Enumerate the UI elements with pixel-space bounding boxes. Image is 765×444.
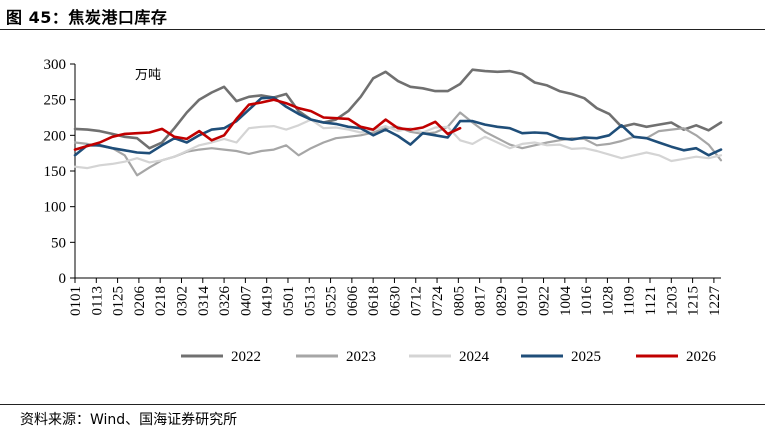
legend-label-2025: 2025	[571, 349, 601, 365]
x-tick-label: 1004	[558, 286, 574, 317]
x-tick-label: 0724	[430, 286, 446, 317]
x-tick-label: 0712	[409, 286, 425, 316]
source-note: 资料来源：Wind、国海证券研究所	[20, 412, 238, 428]
x-tick-label: 0302	[174, 286, 190, 316]
x-tick-label: 0206	[132, 286, 148, 317]
series-line-2026	[73, 98, 462, 151]
x-tick-label: 1215	[686, 286, 702, 316]
legend: 2022 2023 2024 2025 2026	[181, 349, 717, 365]
x-tick-label: 0817	[473, 286, 489, 317]
x-tick-label: 0805	[451, 286, 467, 316]
x-tick-label: 1109	[622, 286, 638, 315]
series-line-2025	[73, 96, 723, 157]
series-line-2023	[73, 111, 723, 177]
legend-label-2022: 2022	[231, 349, 261, 365]
x-tick-label: 1203	[664, 286, 680, 316]
series-line-2024	[73, 118, 723, 170]
x-tick-label: 0513	[302, 286, 318, 316]
legend-label-2026: 2026	[686, 349, 717, 365]
x-tick-label: 0326	[217, 286, 233, 317]
legend-label-2023: 2023	[346, 349, 376, 365]
series-line-2022	[73, 68, 723, 150]
x-tick-label: 0630	[387, 286, 403, 316]
figure-title: 图 45：焦炭港口库存	[6, 8, 168, 27]
axes: 0 50 100 150 200 250 300 0101 0113 0125 0206 0218 03…	[44, 57, 723, 316]
x-tick-label: 0125	[111, 286, 127, 316]
x-tick-label: 1121	[643, 286, 659, 315]
x-tick-label: 0419	[260, 286, 276, 316]
x-tick-label: 0101	[68, 286, 84, 316]
source-divider	[0, 404, 765, 405]
x-tick-label: 0113	[89, 286, 105, 315]
x-tick-label: 1016	[579, 286, 595, 317]
x-tick-label: 0314	[196, 286, 212, 317]
series-lines	[73, 68, 723, 177]
x-tick-label: 1227	[707, 286, 723, 317]
x-tick-label: 0407	[238, 286, 254, 317]
y-tick-label: 150	[44, 164, 67, 180]
x-tick-label: 0501	[281, 286, 297, 316]
x-tick-label: 0618	[366, 286, 382, 316]
x-tick-label: 0606	[345, 286, 361, 317]
line-chart: 0 50 100 150 200 250 300 0101 0113 0125 0206 0218 03…	[44, 57, 723, 365]
x-tick-label: 0829	[494, 286, 510, 316]
x-tick-label: 1028	[600, 286, 616, 316]
x-tick-label: 0525	[324, 286, 340, 316]
y-tick-label: 200	[44, 128, 67, 144]
y-tick-label: 50	[51, 235, 66, 251]
y-tick-label: 0	[59, 271, 67, 287]
title-divider	[0, 29, 765, 30]
y-tick-label: 250	[44, 93, 67, 109]
y-tick-label: 100	[44, 200, 67, 216]
unit-label: 万吨	[135, 68, 161, 83]
y-tick-label: 300	[44, 57, 67, 73]
x-tick-label: 0910	[515, 286, 531, 316]
x-tick-label: 0922	[537, 286, 553, 316]
x-tick-label: 0218	[153, 286, 169, 316]
legend-label-2024: 2024	[459, 349, 490, 365]
